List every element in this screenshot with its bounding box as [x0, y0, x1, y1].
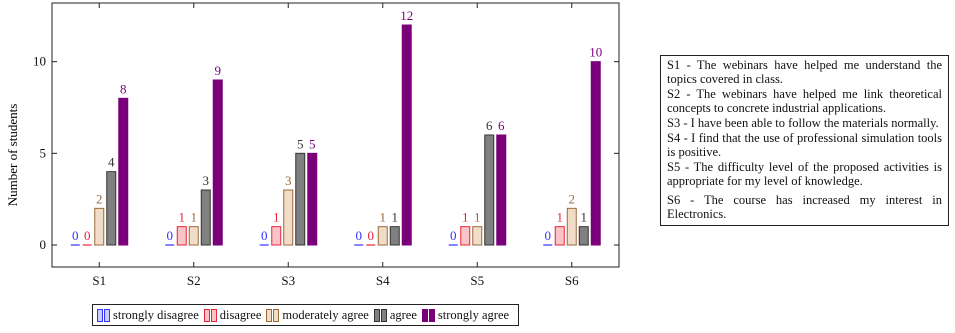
x-tick-label: S5	[470, 273, 484, 288]
statement-s3: S3 - I have been able to follow the mate…	[667, 116, 939, 130]
statement-s2: S2 - The webinars have helped me link th…	[667, 87, 942, 115]
x-tick-label: S3	[281, 273, 295, 288]
bar-value-label: 12	[400, 8, 413, 23]
bar-value-label: 0	[356, 228, 363, 243]
bar	[554, 226, 565, 246]
bar-value-label: 0	[450, 228, 457, 243]
bar-value-label: 0	[368, 228, 375, 243]
statements-legend: S1 - The webinars have helped me underst…	[660, 55, 949, 226]
bar-value-label: 5	[309, 136, 316, 151]
legend-item-strongly-disagree: strongly disagree	[97, 308, 199, 323]
bar-value-label: 1	[462, 210, 469, 225]
bar	[578, 226, 589, 246]
legend-label: agree	[389, 307, 417, 322]
bar-value-label: 3	[285, 173, 292, 188]
y-axis-label: Number of students	[5, 104, 20, 207]
legend-item-moderately-agree: moderately agree	[266, 307, 369, 323]
legend-item-disagree: disagree	[203, 307, 262, 323]
bar-value-label: 2	[96, 191, 103, 206]
bar-value-label: 1	[392, 210, 399, 225]
bar	[307, 152, 318, 246]
bar-value-label: 8	[120, 81, 127, 96]
legend-item-agree: agree	[373, 307, 417, 323]
bar	[389, 226, 400, 246]
legend-swatch	[273, 308, 280, 322]
statement-s6: S6 - The course has increased my interes…	[667, 193, 942, 221]
statement-s1: S1 - The webinars have helped me underst…	[667, 58, 942, 86]
bar-value-label: 9	[215, 63, 222, 78]
bar-value-label: 1	[474, 210, 481, 225]
bar-value-label: 1	[581, 210, 588, 225]
bar	[118, 97, 129, 246]
legend-swatch	[203, 308, 210, 322]
x-tick-label: S2	[187, 273, 201, 288]
bar-value-label: 1	[380, 210, 387, 225]
bar-value-label: 1	[191, 210, 198, 225]
legend-swatch	[428, 308, 435, 322]
legend-swatch	[373, 308, 380, 322]
legend-swatch	[380, 308, 387, 322]
bar	[590, 61, 601, 246]
bar	[566, 207, 577, 246]
bar	[200, 189, 211, 246]
legend-swatch	[266, 308, 273, 322]
statement-s5: S5 - The difficulty level of the propose…	[667, 160, 942, 188]
bar-value-label: 2	[569, 191, 576, 206]
bar-value-label: 0	[261, 228, 268, 243]
bar	[94, 207, 105, 246]
bar	[460, 226, 471, 246]
x-tick-label: S1	[92, 273, 106, 288]
statement-s4: S4 - I find that the use of professional…	[667, 131, 942, 159]
bar-value-label: 0	[167, 228, 174, 243]
bar-value-label: 6	[498, 118, 505, 133]
bars	[70, 24, 601, 246]
bar-value-label: 0	[72, 228, 79, 243]
bar-value-label: 0	[545, 228, 552, 243]
bar	[106, 171, 117, 246]
bar	[283, 189, 294, 246]
bar	[188, 226, 199, 246]
legend-swatch	[421, 308, 428, 322]
legend-label: strongly disagree	[113, 307, 199, 322]
bar	[496, 134, 507, 246]
plot-frame	[51, 2, 620, 268]
x-tick-label: S4	[376, 273, 390, 288]
legend-item-strongly-agree: strongly agree	[421, 307, 510, 323]
legend-label: moderately agree	[282, 307, 369, 322]
legend-swatch	[97, 308, 103, 322]
y-tick-label: 5	[40, 145, 47, 160]
bar	[271, 226, 282, 246]
bar	[295, 152, 306, 246]
bar-value-label: 10	[589, 45, 602, 60]
legend-label: strongly agree	[437, 307, 510, 322]
bar	[212, 79, 223, 246]
bar-value-label: 6	[486, 118, 493, 133]
series-legend: strongly disagree disagree moderately ag…	[92, 304, 520, 326]
legend-swatch	[210, 308, 217, 322]
bar	[401, 24, 412, 246]
bar	[176, 226, 187, 246]
bar	[377, 226, 388, 246]
bar-value-label: 3	[203, 173, 210, 188]
bar-value-label: 1	[179, 210, 186, 225]
bar-value-label: 4	[108, 155, 115, 170]
bar-value-label: 0	[84, 228, 91, 243]
bar-value-label: 1	[273, 210, 280, 225]
bar-value-label: 5	[297, 136, 304, 151]
bar	[484, 134, 495, 246]
bar	[472, 226, 483, 246]
legend-swatch	[104, 308, 110, 322]
legend-label: disagree	[219, 307, 262, 322]
x-tick-label: S6	[565, 273, 579, 288]
x-axis: S1 S2 S3 S4 S5 S6	[92, 3, 579, 288]
bar-value-label: 1	[557, 210, 564, 225]
y-tick-label: 0	[40, 237, 47, 252]
y-tick-label: 10	[33, 54, 46, 69]
